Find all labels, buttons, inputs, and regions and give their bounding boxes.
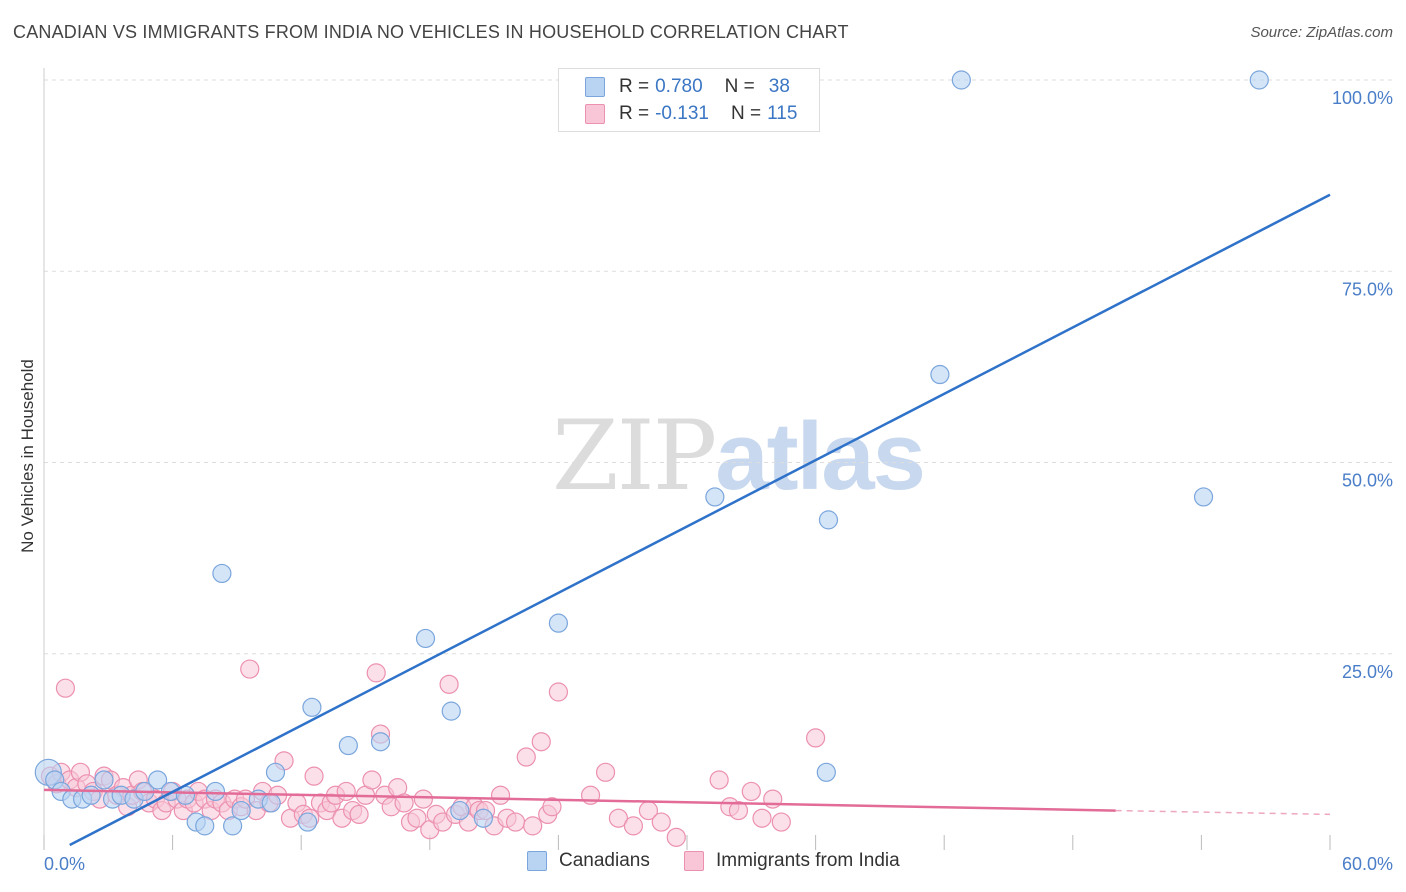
india-point [439,674,459,694]
india-point [366,663,386,683]
canadians-point [951,70,971,90]
source-label: Source: ZipAtlas.com [1250,24,1393,41]
legend-r-label: R = [619,103,650,124]
india-point [394,793,414,813]
canadians-point [94,770,114,790]
india-point [608,808,629,828]
canadians-point [195,816,215,836]
legend-row-canadians: R = 0.780 N = 38 [585,74,790,100]
legend-r-value: 0.780 [655,76,703,97]
canadians-trend-line [69,193,1331,847]
india-trend-line [43,788,1116,812]
canadians-point [415,628,436,649]
canadians-point [1193,487,1214,507]
canadians-point [81,785,101,805]
india-point [595,762,616,782]
canadians-point [261,793,281,813]
canadians-point [473,808,493,828]
india-point [548,682,569,702]
india-point [666,827,686,847]
canadians-point [147,770,168,790]
legend-swatch-india [585,104,605,124]
legend-n-label: N = [730,103,762,124]
legend-r-value: -0.131 [655,103,709,124]
bottom-legend-india: Immigrants from India [684,850,900,872]
india-point [516,747,536,767]
india-point [407,808,427,828]
india-point [349,804,369,825]
chart-title: CANADIAN VS IMMIGRANTS FROM INDIA NO VEH… [13,22,849,42]
india-point [531,732,551,752]
canadians-point [548,613,569,633]
canadians-point [450,800,470,821]
canadians-point [818,510,839,530]
canadians-point [370,732,391,752]
india-point [240,659,260,679]
india-point [763,789,783,809]
india-point [771,812,791,832]
legend-r-label: R = [619,76,650,97]
canadians-point [265,762,286,782]
canadians-point [338,735,358,756]
legend-n-label: N = [724,76,755,97]
legend-row-india: R = -0.131 N = 115 [585,101,797,127]
y-tick-label: 50.0% [1342,471,1393,491]
india-point [523,816,543,836]
bottom-legend-label-canadians: Canadians [559,850,650,871]
stats-legend: R = 0.780 N = 38 R = -0.131 N = 115 [558,68,820,132]
india-point [304,766,324,786]
y-tick-label: 75.0% [1342,279,1393,299]
india-point [752,808,772,828]
bottom-legend: Canadians Immigrants from India [0,850,1406,878]
canadians-point [705,487,725,507]
x-tick-label: 60.0% [1342,854,1393,874]
india-point [490,785,511,805]
india-point [505,812,526,832]
y-tick-label: 25.0% [1342,662,1393,682]
legend-n-value: 38 [768,76,790,97]
canadians-point [1249,70,1269,90]
india-point [728,800,749,821]
canadians-point [212,563,232,584]
india-point [651,812,671,832]
canadians-point [298,812,318,832]
india-trend-line-extension [1115,809,1331,816]
canadians-point [205,781,226,802]
y-tick-label: 100.0% [1332,88,1393,108]
india-point [741,781,761,802]
india-point [709,770,729,790]
canadians-point [441,701,461,721]
canadians-point [816,762,836,782]
india-point [336,781,356,802]
canadians-point [930,364,950,385]
canadians-point [231,800,251,821]
bottom-legend-swatch-india [684,851,704,871]
watermark-zip: ZIP [552,400,717,512]
legend-swatch-canadians [585,77,605,97]
bottom-legend-swatch-canadians [527,851,547,871]
india-point [413,789,433,809]
india-point [55,678,76,698]
india-point [623,816,644,836]
india-point [805,728,826,748]
bottom-legend-label-india: Immigrants from India [716,850,900,871]
x-tick-label: 0.0% [44,854,85,874]
legend-n-value: 115 [767,103,798,124]
canadians-point [223,816,243,836]
bottom-legend-canadians: Canadians [527,850,650,872]
india-point [542,797,562,817]
india-point [362,770,382,790]
canadians-point [302,697,322,717]
